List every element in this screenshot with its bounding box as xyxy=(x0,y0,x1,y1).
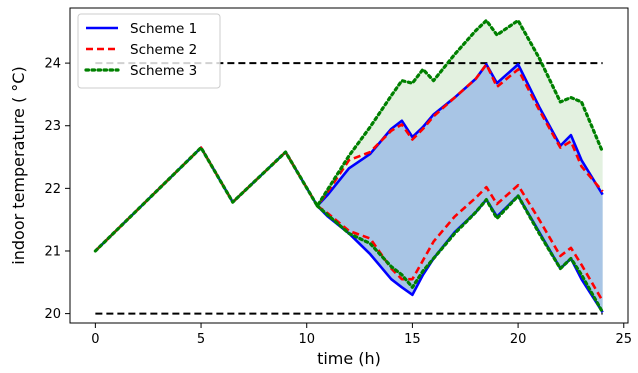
legend-label-2: Scheme 2 xyxy=(130,42,197,58)
y-axis: 20 21 22 23 24 xyxy=(44,57,70,322)
legend-label-3: Scheme 3 xyxy=(130,63,197,79)
x-tick-label: 20 xyxy=(510,332,527,347)
x-tick-label: 25 xyxy=(615,332,632,347)
y-tick-label: 20 xyxy=(44,307,61,322)
series-3-line-2 xyxy=(315,194,605,314)
y-tick-label: 24 xyxy=(44,57,61,72)
x-tick-label: 5 xyxy=(197,332,205,347)
x-axis: 0 5 10 15 20 25 xyxy=(91,323,632,347)
x-tick-label: 0 xyxy=(91,332,99,347)
series-3 xyxy=(93,18,605,314)
y-axis-label: indoor temperature ( °C) xyxy=(9,66,28,264)
series-2-line-2 xyxy=(316,183,604,302)
y-tick-label: 22 xyxy=(44,182,61,197)
x-axis-label: time (h) xyxy=(317,349,381,368)
plot-frame xyxy=(69,7,629,324)
band-2 xyxy=(317,64,603,313)
legend-label-1: Scheme 1 xyxy=(130,21,197,37)
x-tick-label: 10 xyxy=(298,332,315,347)
x-tick-label: 15 xyxy=(404,332,421,347)
series-layer xyxy=(93,18,605,314)
legend: Scheme 1 Scheme 2 Scheme 3 xyxy=(77,13,221,89)
series-3-line-1 xyxy=(93,18,605,253)
y-tick-label: 21 xyxy=(44,244,61,259)
y-tick-label: 23 xyxy=(44,119,61,134)
